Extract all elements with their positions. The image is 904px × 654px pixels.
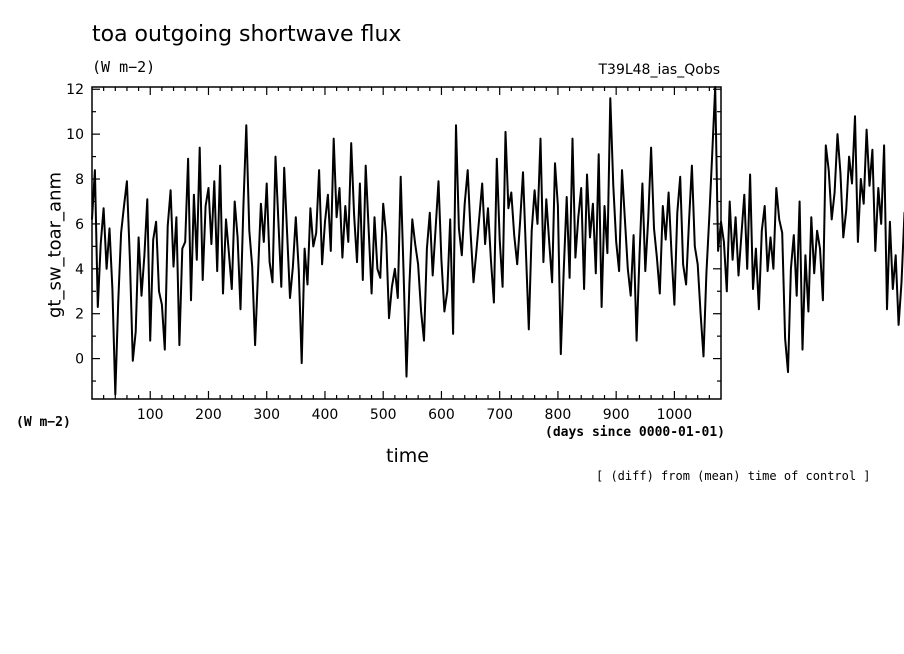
y-tick-label: 8 bbox=[75, 172, 84, 188]
x-tick-label: 200 bbox=[195, 407, 222, 423]
title-units: (W m−2) bbox=[92, 58, 156, 76]
x-tick-label: 600 bbox=[428, 407, 455, 423]
x-tick-label: 100 bbox=[137, 407, 164, 423]
plot-frame bbox=[91, 86, 722, 400]
x-tick-label: 700 bbox=[486, 407, 513, 423]
x-tick-label: 500 bbox=[370, 407, 397, 423]
x-tick-label: 800 bbox=[545, 407, 572, 423]
x-axis-label: time bbox=[386, 445, 429, 467]
y-tick-label: 6 bbox=[75, 217, 84, 233]
x-tick-label: 400 bbox=[312, 407, 339, 423]
y-tick-label: 12 bbox=[66, 82, 84, 98]
x-axis-unit: (days since 0000-01-01) bbox=[545, 425, 726, 440]
y-tick-label: 2 bbox=[75, 307, 84, 323]
y-tick-label: 4 bbox=[75, 262, 84, 278]
y-tick-label: 0 bbox=[75, 352, 84, 368]
x-tick-label: 900 bbox=[603, 407, 630, 423]
series-line bbox=[91, 86, 904, 396]
run-label: T39L48_ias_Qobs bbox=[598, 62, 720, 78]
chart-title: toa outgoing shortwave flux bbox=[92, 22, 402, 47]
comparison-note: [ (diff) from (mean) time of control ] bbox=[596, 469, 871, 483]
y-axis-unit: (W m−2) bbox=[16, 415, 71, 430]
y-tick-label: 10 bbox=[66, 127, 84, 143]
axis-ticks: 100 200 300 400 500 600 700 800 900 1000 0 2 4 6 8 10 12 bbox=[66, 82, 721, 423]
x-tick-label: 1000 bbox=[657, 407, 693, 423]
x-tick-label: 300 bbox=[253, 407, 280, 423]
